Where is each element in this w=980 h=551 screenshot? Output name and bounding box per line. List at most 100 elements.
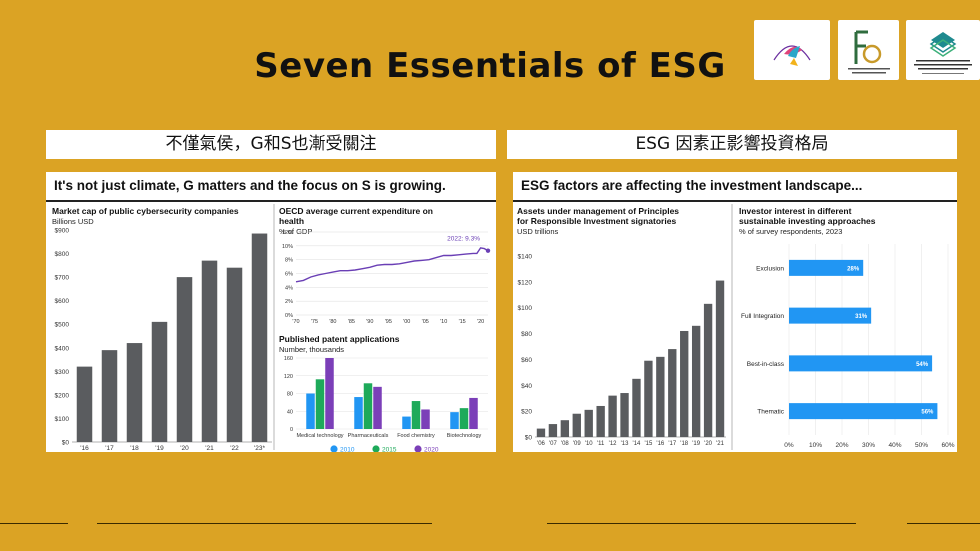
y-tick-label: $20 <box>521 409 532 416</box>
bar <box>668 349 677 437</box>
bar <box>363 383 373 429</box>
category-label: Thematic <box>757 409 784 416</box>
y-tick-label: $60 <box>521 357 532 364</box>
y-tick-label: $80 <box>521 331 532 338</box>
bar <box>421 409 430 429</box>
chart-title: health <box>279 216 304 226</box>
x-tick-label: '18 <box>680 441 688 447</box>
x-tick-label: '14 <box>633 441 641 447</box>
y-tick-label: 4% <box>285 285 293 291</box>
chart-title: OECD average current expenditure on <box>279 206 433 216</box>
x-tick-label: '19 <box>155 445 164 452</box>
bar <box>354 397 363 429</box>
left-panel-heading: It's not just climate, G matters and the… <box>54 178 446 193</box>
bar <box>548 424 558 437</box>
x-tick-label: '10 <box>440 319 447 325</box>
legend-label: 2010 <box>340 447 355 453</box>
x-tick-label: Medical technology <box>296 433 343 439</box>
chart-unit-label: % of survey respondents, 2023 <box>739 227 842 236</box>
y-tick-label: 8% <box>285 258 293 264</box>
bar <box>315 379 325 429</box>
y-tick-label: $200 <box>55 392 70 399</box>
data-label: 28% <box>847 266 860 272</box>
x-tick-label: '23* <box>254 445 265 452</box>
y-tick-label: $500 <box>55 322 70 329</box>
bar <box>789 259 864 276</box>
x-tick-label: Biotechnology <box>447 433 482 439</box>
y-tick-label: $400 <box>55 345 70 352</box>
bar <box>151 321 168 442</box>
chart-unit-label: Billions USD <box>52 217 94 226</box>
legend-swatch <box>414 445 422 452</box>
x-tick-label: '17 <box>105 445 114 452</box>
y-tick-label: 0 <box>290 427 293 433</box>
y-tick-label: $100 <box>55 416 70 423</box>
x-tick-label: '10 <box>585 441 593 447</box>
x-tick-label: '20 <box>180 445 189 452</box>
y-tick-label: 6% <box>285 272 293 278</box>
chart-unit-label: USD trillions <box>517 227 559 236</box>
chart-title: Market cap of public cybersecurity compa… <box>52 206 239 216</box>
x-tick-label: '13 <box>621 441 629 447</box>
y-tick-label: 0% <box>285 313 293 319</box>
y-tick-label: 120 <box>284 374 293 380</box>
bar <box>789 403 938 420</box>
x-tick-label: '95 <box>385 319 392 325</box>
bar <box>101 350 118 442</box>
x-tick-label: 50% <box>915 442 928 449</box>
bar <box>691 325 701 437</box>
y-tick-label: $120 <box>518 279 533 286</box>
y-tick-label: $140 <box>518 254 533 261</box>
bar <box>226 267 243 442</box>
bar <box>703 303 713 437</box>
x-tick-label: '70 <box>292 319 299 325</box>
bar <box>560 420 570 437</box>
bar <box>632 378 641 437</box>
x-tick-label: '06 <box>537 441 545 447</box>
right-panel-heading: ESG factors are affecting the investment… <box>521 178 863 193</box>
x-tick-label: 60% <box>941 442 954 449</box>
x-tick-label: '05 <box>422 319 429 325</box>
x-tick-label: '16 <box>656 441 664 447</box>
chart-unit-label: Number, thousands <box>279 345 344 354</box>
category-label: Exclusion <box>756 265 784 272</box>
pilot-scheme-logo <box>906 20 980 80</box>
x-tick-label: '18 <box>130 445 139 452</box>
category-label: Best-in-class <box>747 361 785 368</box>
bar <box>536 428 546 437</box>
x-tick-label: '08 <box>561 441 569 447</box>
y-tick-label: 12% <box>282 230 293 236</box>
legend-label: 2020 <box>424 447 439 453</box>
health-line <box>295 247 489 283</box>
x-tick-label: '21 <box>716 441 724 447</box>
bar <box>584 409 593 437</box>
bar <box>373 386 382 429</box>
x-tick-label: Food chemistry <box>397 433 435 439</box>
y-tick-label: $40 <box>521 383 532 390</box>
x-tick-label: 0% <box>784 442 794 449</box>
y-tick-label: $800 <box>55 251 70 258</box>
y-tick-label: 80 <box>287 392 293 398</box>
y-tick-label: $300 <box>55 369 70 376</box>
footer-line <box>97 523 432 524</box>
x-tick-label: '22 <box>230 445 239 452</box>
x-tick-label: 30% <box>862 442 875 449</box>
y-tick-label: $0 <box>62 440 70 447</box>
left-chart-panel: It's not just climate, G matters and the… <box>46 172 496 452</box>
bar <box>572 413 581 437</box>
y-tick-label: $700 <box>55 275 70 282</box>
data-label: 31% <box>855 314 868 320</box>
x-tick-label: '12 <box>609 441 617 447</box>
ces-logo <box>754 20 830 80</box>
x-tick-label: 10% <box>809 442 822 449</box>
bar <box>325 358 334 429</box>
bar <box>469 397 478 429</box>
chart-title: sustainable investing approaches <box>739 216 876 226</box>
bar <box>176 277 193 442</box>
x-tick-label: 20% <box>835 442 848 449</box>
y-tick-label: $600 <box>55 298 70 305</box>
footer-line <box>907 523 980 524</box>
x-tick-label: '00 <box>403 319 410 325</box>
bar <box>306 393 315 429</box>
bar <box>715 280 725 437</box>
